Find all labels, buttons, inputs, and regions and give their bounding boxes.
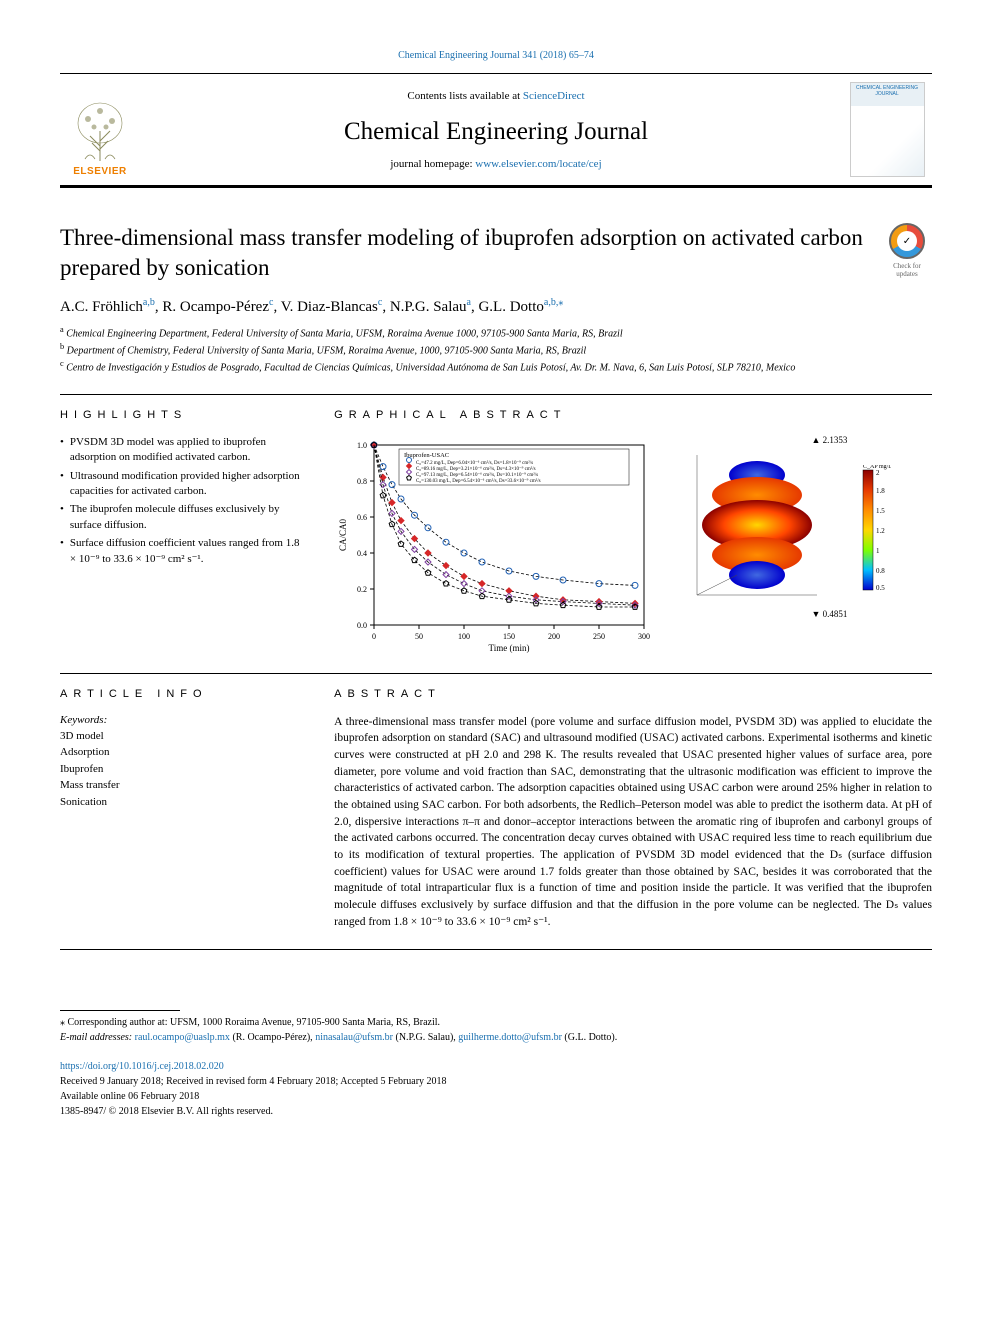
svg-text:0.5: 0.5 xyxy=(876,584,885,592)
svg-text:C₀=130.03 mg/L, Dep=6.54×10⁻⁶: C₀=130.03 mg/L, Dep=6.54×10⁻⁶ cm²/s, Ds=… xyxy=(416,478,541,484)
email-line: E-mail addresses: raul.ocampo@uaslp.mx (… xyxy=(60,1030,932,1045)
svg-text:C_AP mg/L: C_AP mg/L xyxy=(863,465,891,470)
svg-text:C₀=47.2 mg/L, Dep=6.04×10⁻⁶ cm: C₀=47.2 mg/L, Dep=6.04×10⁻⁶ cm²/s, Ds=1.… xyxy=(416,460,533,466)
check-updates-badge[interactable]: ✓ Check for updates xyxy=(882,223,932,283)
highlight-item: The ibuprofen molecule diffuses exclusiv… xyxy=(60,502,304,533)
graphical-abstract: 0 50 100 150 200 250 300 0.0 0.2 0.4 0.6 0.8 1.0 Time… xyxy=(334,435,932,655)
footnotes: ⁎ Corresponding author at: UFSM, 1000 Ro… xyxy=(60,1010,932,1045)
svg-text:300: 300 xyxy=(638,632,650,641)
divider xyxy=(60,949,932,950)
svg-text:100: 100 xyxy=(458,632,470,641)
svg-text:0.2: 0.2 xyxy=(357,585,367,594)
received-line: Received 9 January 2018; Received in rev… xyxy=(60,1074,932,1089)
journal-homepage: journal homepage: www.elsevier.com/locat… xyxy=(150,158,842,170)
svg-text:0.8: 0.8 xyxy=(357,477,367,486)
keyword-item: Adsorption xyxy=(60,744,304,761)
svg-text:0.0: 0.0 xyxy=(357,621,367,630)
colorbar: 2 1.8 1.5 1.2 1 0.8 0.5 C_AP mg/L xyxy=(861,465,891,595)
sciencedirect-link[interactable]: ScienceDirect xyxy=(523,90,585,102)
divider xyxy=(60,673,932,674)
svg-text:1.0: 1.0 xyxy=(357,441,367,450)
checkmark-icon: ✓ xyxy=(897,231,917,251)
keyword-item: Sonication xyxy=(60,794,304,811)
highlights-list: PVSDM 3D model was applied to ibuprofen … xyxy=(60,435,304,567)
contents-line: Contents lists available at ScienceDirec… xyxy=(150,90,842,102)
vol-min-label: ▼ 0.4851 xyxy=(657,609,847,619)
affiliations: a Chemical Engineering Department, Feder… xyxy=(60,324,932,376)
affiliation-line: b Department of Chemistry, Federal Unive… xyxy=(60,341,932,358)
svg-text:C₀=89.16 mg/L, Dep=3.21×10⁻⁶ c: C₀=89.16 mg/L, Dep=3.21×10⁻⁶ cm²/s, Ds=4… xyxy=(416,466,536,472)
keyword-item: Mass transfer xyxy=(60,777,304,794)
svg-text:150: 150 xyxy=(503,632,515,641)
svg-text:0: 0 xyxy=(372,632,376,641)
corresponding-author: ⁎ Corresponding author at: UFSM, 1000 Ro… xyxy=(60,1015,932,1030)
affiliation-line: a Chemical Engineering Department, Feder… xyxy=(60,324,932,341)
elsevier-logo: ELSEVIER xyxy=(60,87,140,177)
vol-max-label: ▲ 2.1353 xyxy=(657,435,847,445)
decay-chart: 0 50 100 150 200 250 300 0.0 0.2 0.4 0.6 0.8 1.0 Time… xyxy=(334,435,654,655)
email-link[interactable]: raul.ocampo@uaslp.mx xyxy=(135,1032,230,1043)
graphical-abstract-heading: GRAPHICAL ABSTRACT xyxy=(334,409,932,421)
tree-icon xyxy=(70,101,130,166)
doi-link[interactable]: https://doi.org/10.1016/j.cej.2018.02.02… xyxy=(60,1061,224,1072)
svg-text:0.8: 0.8 xyxy=(876,567,885,575)
available-line: Available online 06 February 2018 xyxy=(60,1089,932,1104)
article-info: Keywords: 3D modelAdsorptionIbuprofenMas… xyxy=(60,714,304,811)
keyword-item: Ibuprofen xyxy=(60,761,304,778)
email-link[interactable]: ninasalau@ufsm.br xyxy=(315,1032,393,1043)
article-title: Three-dimensional mass transfer modeling… xyxy=(60,223,867,283)
svg-text:250: 250 xyxy=(593,632,605,641)
svg-text:1.2: 1.2 xyxy=(876,527,885,535)
masthead: ELSEVIER Contents lists available at Sci… xyxy=(60,73,932,188)
affiliation-line: c Centro de Investigación y Estudios de … xyxy=(60,358,932,375)
volume-sphere-icon xyxy=(687,445,827,605)
volume-render: ▲ 2.1353 xyxy=(657,435,857,619)
abstract-heading: ABSTRACT xyxy=(334,688,932,700)
svg-text:Time (min): Time (min) xyxy=(489,643,530,653)
keywords-label: Keywords: xyxy=(60,714,304,726)
highlight-item: Ultrasound modification provided higher … xyxy=(60,469,304,500)
elsevier-wordmark: ELSEVIER xyxy=(73,166,126,177)
authors-line: A.C. Fröhlicha,b, R. Ocampo-Pérezc, V. D… xyxy=(60,297,932,316)
homepage-link[interactable]: www.elsevier.com/locate/cej xyxy=(475,158,601,170)
highlight-item: PVSDM 3D model was applied to ibuprofen … xyxy=(60,435,304,466)
svg-text:1.5: 1.5 xyxy=(876,507,885,515)
running-head: Chemical Engineering Journal 341 (2018) … xyxy=(60,50,932,61)
divider xyxy=(60,394,932,395)
svg-text:1.8: 1.8 xyxy=(876,487,885,495)
svg-text:CA/CA0: CA/CA0 xyxy=(338,518,348,551)
article-info-heading: ARTICLE INFO xyxy=(60,688,304,700)
keyword-item: 3D model xyxy=(60,728,304,745)
highlights-heading: HIGHLIGHTS xyxy=(60,409,304,421)
publication-info: https://doi.org/10.1016/j.cej.2018.02.02… xyxy=(60,1059,932,1119)
copyright-line: 1385-8947/ © 2018 Elsevier B.V. All righ… xyxy=(60,1104,932,1119)
svg-text:2: 2 xyxy=(876,469,880,477)
journal-name: Chemical Engineering Journal xyxy=(150,118,842,146)
svg-text:1: 1 xyxy=(876,547,880,555)
svg-text:C₀=97.13 mg/L, Dep=6.54×10⁻⁶ c: C₀=97.13 mg/L, Dep=6.54×10⁻⁶ cm²/s, Ds=1… xyxy=(416,472,538,478)
svg-text:50: 50 xyxy=(415,632,423,641)
svg-text:0.4: 0.4 xyxy=(357,549,367,558)
highlight-item: Surface diffusion coefficient values ran… xyxy=(60,536,304,567)
journal-cover-thumb: CHEMICAL ENGINEERING JOURNAL xyxy=(850,82,925,177)
email-link[interactable]: guilherme.dotto@ufsm.br xyxy=(458,1032,562,1043)
svg-text:0.6: 0.6 xyxy=(357,513,367,522)
svg-text:200: 200 xyxy=(548,632,560,641)
abstract-text: A three-dimensional mass transfer model … xyxy=(334,714,932,931)
